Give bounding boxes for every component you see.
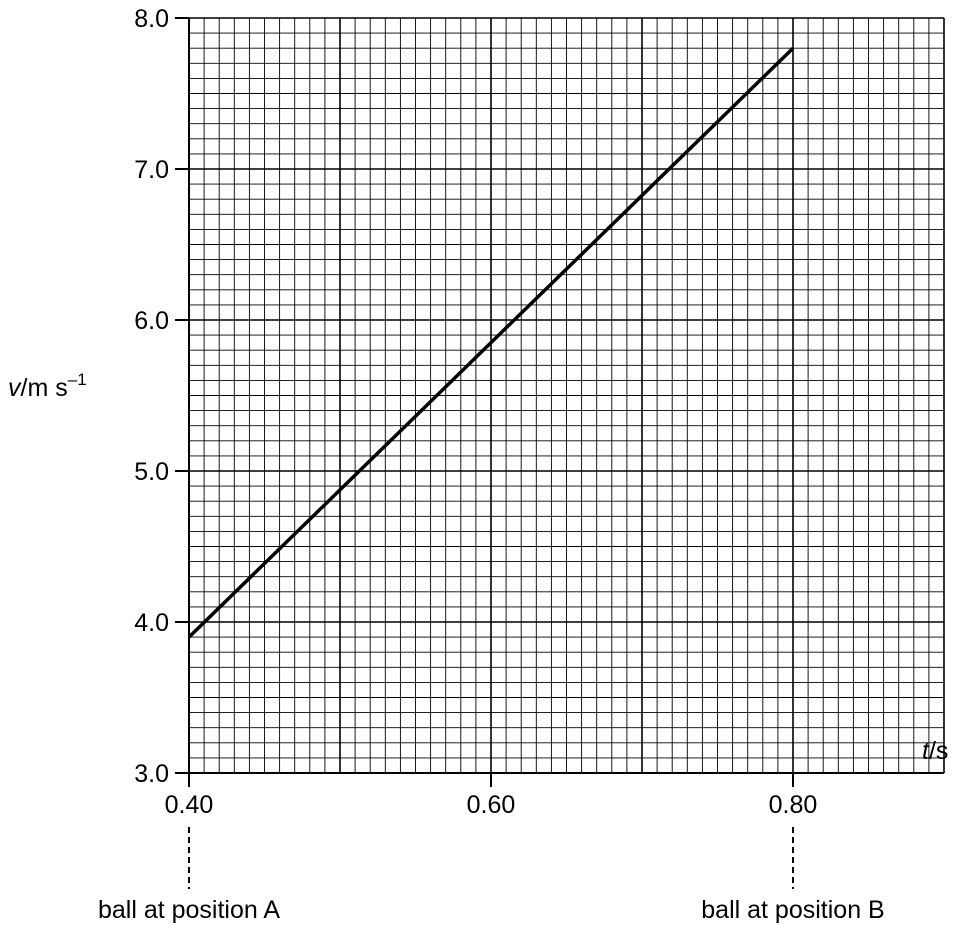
grid-minor-lines <box>188 17 945 774</box>
y-tick-label: 8.0 <box>134 5 169 33</box>
x-tick-label: 0.80 <box>769 791 818 819</box>
annotation-label: ball at position B <box>701 896 884 924</box>
data-series <box>187 46 795 639</box>
x-tick-label: 0.40 <box>165 791 214 819</box>
annotations: ball at position A ball at position B <box>98 827 885 924</box>
x-tick-label: 0.60 <box>467 791 516 819</box>
x-axis-label: t/s <box>922 737 948 765</box>
y-axis-label: v/m s–1 <box>8 370 87 402</box>
y-tick-label: 3.0 <box>134 760 169 788</box>
annotation-label: ball at position A <box>98 896 280 924</box>
y-tick-label: 4.0 <box>134 609 169 637</box>
y-tick-label: 5.0 <box>134 458 169 486</box>
series-line <box>187 46 795 639</box>
tick-labels: 3.0 4.0 5.0 6.0 7.0 8.0 0.40 0.60 0.80 <box>134 5 817 819</box>
y-tick-label: 6.0 <box>134 307 169 335</box>
y-tick-label: 7.0 <box>134 156 169 184</box>
axes <box>188 18 944 774</box>
